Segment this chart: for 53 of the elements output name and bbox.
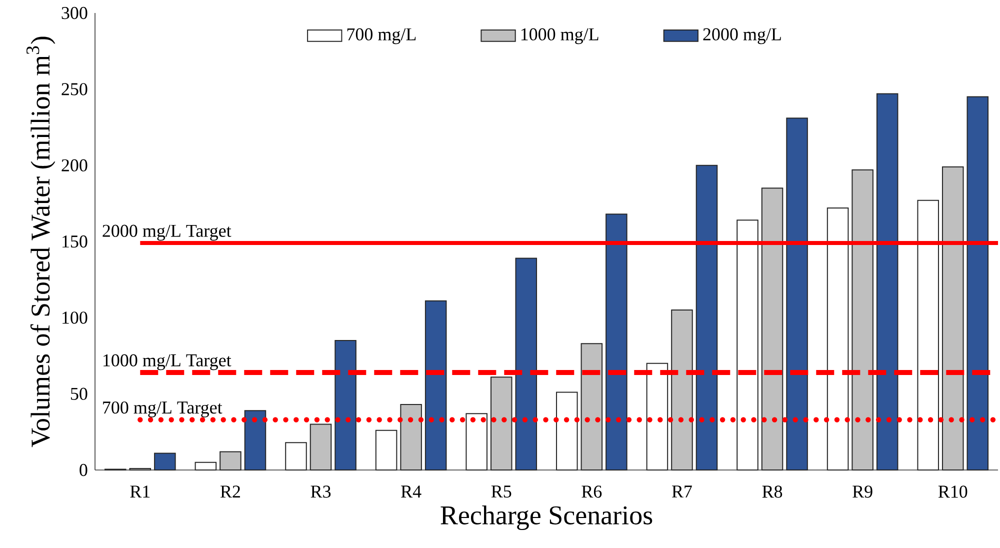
- bar: [334, 340, 356, 470]
- bar: [761, 188, 784, 470]
- x-tick-label: R8: [762, 486, 782, 498]
- ref-line-label: 2000 mg/L Target: [102, 224, 232, 241]
- bar: [826, 207, 849, 470]
- x-tick-label: R10: [938, 486, 968, 498]
- bar: [194, 462, 217, 470]
- bar: [917, 200, 939, 470]
- bar: [310, 424, 332, 470]
- bar: [556, 392, 578, 470]
- x-tick-label: R9: [852, 486, 872, 498]
- bar: [580, 343, 603, 470]
- bar: [671, 310, 693, 470]
- bar: [786, 118, 808, 470]
- x-tick-label: R4: [401, 486, 422, 498]
- x-axis-title: Recharge Scenarios: [440, 505, 652, 530]
- bar: [606, 214, 628, 470]
- bar: [244, 410, 266, 470]
- bar: [154, 452, 176, 470]
- y-tick-label: 200: [62, 159, 88, 172]
- bar: [646, 362, 668, 470]
- bar: [876, 93, 898, 470]
- bar: [852, 169, 874, 470]
- legend-label: 2000 mg/L: [703, 28, 781, 44]
- bar: [515, 258, 538, 470]
- bar: [375, 430, 398, 470]
- bar: [424, 300, 447, 470]
- ref-line-label: 1000 mg/L Target: [103, 354, 232, 370]
- x-tick-label: R5: [491, 486, 512, 498]
- y-tick-label: 0: [80, 464, 88, 476]
- bar: [942, 166, 964, 470]
- bar: [736, 220, 758, 470]
- x-tick-label: R6: [582, 486, 602, 498]
- y-axis-title: Volumes of Stored Water (million m$^{3}$): [26, 36, 56, 448]
- x-tick-label: R3: [310, 486, 331, 498]
- bar: [966, 96, 989, 470]
- y-tick-label: 300: [62, 6, 88, 20]
- bar: [220, 451, 242, 470]
- x-tick-label: R1: [130, 486, 150, 498]
- ref-line-label: 700 mg/L Target: [103, 401, 222, 418]
- bar: [400, 404, 422, 470]
- bar: [466, 413, 488, 470]
- legend-label: 1000 mg/L: [521, 28, 598, 44]
- bar: [285, 442, 307, 470]
- legend-label: 700 mg/L: [347, 28, 416, 44]
- y-tick-label: 150: [62, 235, 88, 248]
- x-tick-label: R2: [220, 486, 240, 498]
- x-tick-label: R7: [672, 486, 692, 498]
- bar: [490, 376, 512, 470]
- y-tick-label: 100: [62, 312, 88, 324]
- bar: [696, 164, 718, 470]
- y-tick-label: 50: [70, 388, 88, 400]
- y-tick-label: 250: [62, 83, 88, 96]
